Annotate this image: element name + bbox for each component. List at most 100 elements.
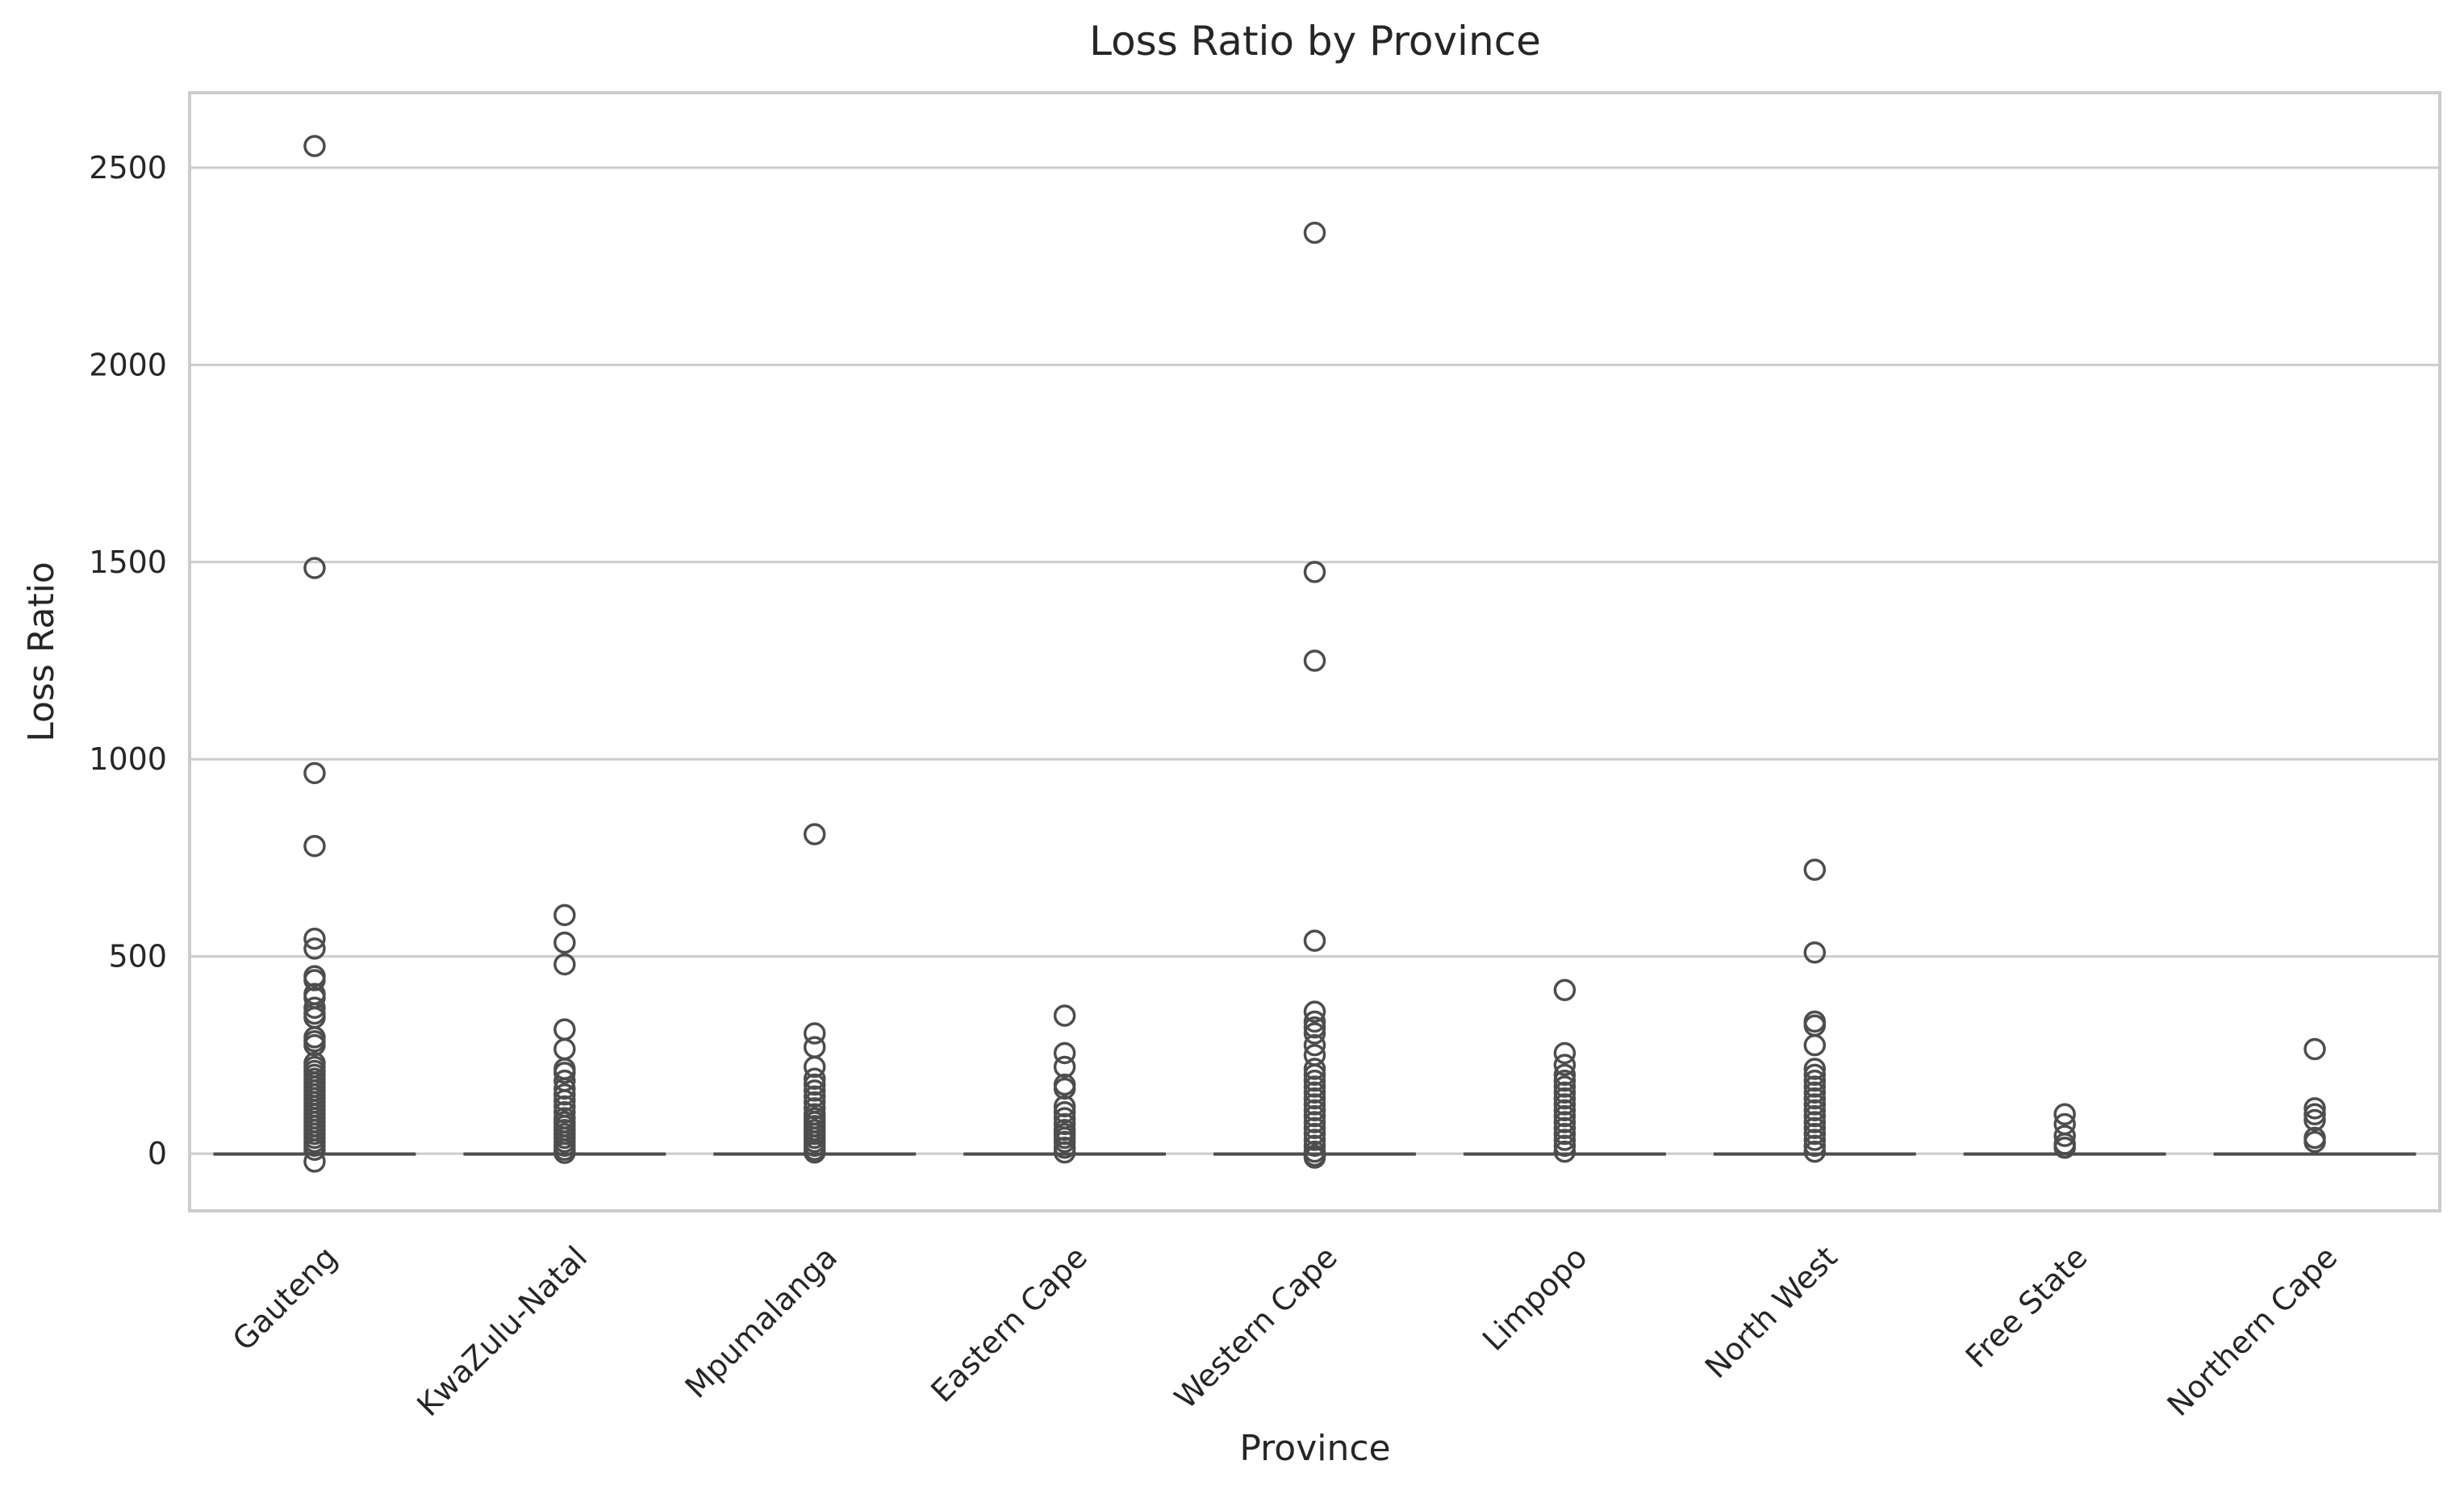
box-group-limpopo: [1463, 979, 1666, 1163]
outlier-point: [1053, 1141, 1076, 1164]
y-tick-label-2500: 2500: [89, 150, 167, 186]
outlier-point: [553, 1083, 576, 1106]
outlier-point: [803, 1079, 826, 1102]
outlier-point: [553, 1018, 576, 1041]
outlier-point: [1803, 1111, 1827, 1133]
outlier-point: [1303, 1111, 1326, 1133]
box-group-western-cape: [1213, 221, 1416, 1169]
outlier-point: [1553, 979, 1577, 1001]
outlier-point: [1303, 1104, 1326, 1128]
outlier-point: [1553, 1054, 1577, 1076]
outlier-point: [1803, 1099, 1827, 1122]
box-layer: [213, 135, 2416, 1173]
outlier-point: [1303, 1093, 1326, 1116]
outlier-point: [303, 762, 326, 785]
outlier-point: [553, 931, 576, 954]
outlier-point: [1053, 1095, 1076, 1118]
outlier-point: [1303, 1069, 1326, 1092]
outlier-point: [803, 1073, 826, 1096]
outlier-point: [1553, 1122, 1577, 1146]
x-tick-label-northern-cape: Northern Cape: [2161, 1239, 2345, 1423]
outlier-point: [1553, 1093, 1577, 1116]
outlier-point: [2303, 1097, 2326, 1120]
outlier-point: [1803, 1116, 1827, 1140]
outlier-point: [303, 135, 326, 157]
outlier-point: [1553, 1081, 1577, 1104]
outlier-point: [303, 996, 326, 1019]
y-tick-label-1500: 1500: [89, 545, 167, 580]
outlier-point: [2053, 1137, 2076, 1159]
outlier-point: [1553, 1116, 1577, 1140]
outlier-point: [303, 557, 326, 579]
outlier-point: [553, 953, 576, 976]
outlier-point: [1803, 1104, 1827, 1128]
box-group-eastern-cape: [963, 1004, 1167, 1164]
outlier-point: [803, 1097, 826, 1120]
outlier-point: [1303, 1022, 1326, 1045]
x-tick-label-western-cape: Western Cape: [1167, 1239, 1344, 1416]
outlier-point: [303, 1138, 326, 1161]
outlier-point: [1803, 1134, 1827, 1158]
x-tick-label-mpumalanga: Mpumalanga: [679, 1239, 845, 1405]
outlier-point: [1553, 1134, 1577, 1158]
outlier-point: [1303, 1033, 1326, 1057]
outlier-point: [1803, 1087, 1827, 1110]
x-tick-label-eastern-cape: Eastern Cape: [924, 1239, 1094, 1409]
x-tick-label-free-state: Free State: [1959, 1239, 2094, 1375]
outlier-point: [1303, 1099, 1326, 1122]
outlier-point: [553, 903, 576, 927]
y-tick-label-0: 0: [148, 1136, 167, 1171]
outlier-point: [803, 1141, 826, 1164]
y-tick-label-1000: 1000: [89, 741, 167, 777]
y-grid-lines: [190, 166, 2440, 1155]
outlier-point: [2303, 1037, 2326, 1061]
outlier-point: [1053, 1041, 1076, 1065]
x-tick-labels: Gauteng KwaZulu-Natal Mpumalanga Eastern Ca…: [226, 1239, 2345, 1423]
x-tick-label-limpopo: Limpopo: [1476, 1239, 1594, 1358]
outlier-point: [1803, 1033, 1827, 1057]
outlier-point: [553, 1062, 576, 1084]
outlier-point: [303, 969, 326, 991]
outlier-point: [1303, 1146, 1326, 1169]
outlier-point: [803, 1055, 826, 1079]
outlier-point: [1053, 1077, 1076, 1100]
x-tick-label-north-west: North West: [1698, 1239, 1844, 1385]
outlier-point: [553, 1077, 576, 1100]
outlier-point: [303, 1150, 326, 1173]
x-axis-label: Province: [1239, 1428, 1390, 1469]
outlier-point: [1803, 1075, 1827, 1098]
box-group-northern-cape: [2213, 1037, 2416, 1156]
outlier-point: [1553, 1069, 1577, 1092]
outlier-point: [2303, 1103, 2326, 1125]
outlier-point: [1553, 1087, 1577, 1110]
outlier-point: [1303, 649, 1326, 672]
outlier-point: [1303, 1116, 1326, 1140]
outlier-point: [1803, 1093, 1827, 1116]
outlier-point: [1303, 1075, 1326, 1098]
outlier-point: [1803, 858, 1827, 881]
outlier-point: [1053, 1101, 1076, 1124]
outlier-point: [2303, 1130, 2326, 1154]
x-tick-label-gauteng: Gauteng: [226, 1239, 345, 1358]
outlier-point: [1303, 1000, 1326, 1023]
outlier-point: [553, 1141, 576, 1164]
outlier-point: [1303, 1058, 1326, 1080]
y-tick-label-500: 500: [108, 939, 167, 974]
outlier-point: [303, 937, 326, 960]
box-group-free-state: [1963, 1103, 2166, 1159]
outlier-point: [1303, 1134, 1326, 1158]
outlier-point: [1803, 1129, 1827, 1151]
outlier-point: [1803, 1069, 1827, 1092]
outlier-point: [1303, 1016, 1326, 1039]
outlier-point: [1803, 1063, 1827, 1087]
outlier-point: [1303, 1010, 1326, 1033]
outlier-point: [1553, 1111, 1577, 1133]
box-group-gauteng: [213, 135, 416, 1173]
y-axis-label: Loss Ratio: [21, 561, 62, 741]
outlier-point: [553, 1037, 576, 1061]
outlier-point: [553, 1089, 576, 1112]
outlier-point: [303, 1033, 326, 1057]
outlier-point: [1553, 1129, 1577, 1151]
outlier-point: [1803, 1058, 1827, 1080]
